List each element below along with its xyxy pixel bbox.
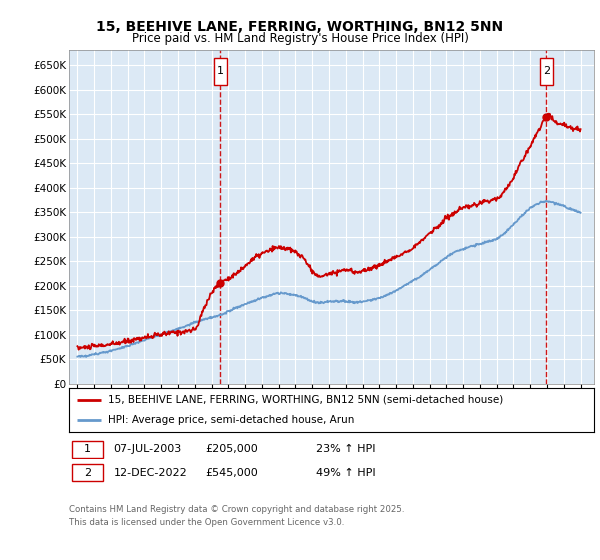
Text: 23% ↑ HPI: 23% ↑ HPI	[316, 444, 375, 454]
Text: £545,000: £545,000	[205, 468, 258, 478]
Text: 12-DEC-2022: 12-DEC-2022	[113, 468, 187, 478]
Bar	[71, 464, 103, 481]
Text: Price paid vs. HM Land Registry's House Price Index (HPI): Price paid vs. HM Land Registry's House …	[131, 32, 469, 45]
Text: 15, BEEHIVE LANE, FERRING, WORTHING, BN12 5NN (semi-detached house): 15, BEEHIVE LANE, FERRING, WORTHING, BN1…	[109, 395, 503, 405]
Text: £205,000: £205,000	[205, 444, 258, 454]
Text: 07-JUL-2003: 07-JUL-2003	[113, 444, 182, 454]
Text: 49% ↑ HPI: 49% ↑ HPI	[316, 468, 376, 478]
Bar	[71, 441, 103, 458]
Text: 15, BEEHIVE LANE, FERRING, WORTHING, BN12 5NN: 15, BEEHIVE LANE, FERRING, WORTHING, BN1…	[97, 20, 503, 34]
Text: 2: 2	[542, 67, 550, 77]
Bar	[540, 58, 553, 85]
Bar	[214, 58, 227, 85]
Text: HPI: Average price, semi-detached house, Arun: HPI: Average price, semi-detached house,…	[109, 415, 355, 425]
Text: 1: 1	[217, 67, 224, 77]
Text: Contains HM Land Registry data © Crown copyright and database right 2025.
This d: Contains HM Land Registry data © Crown c…	[69, 505, 404, 528]
Text: 2: 2	[84, 468, 91, 478]
Text: 1: 1	[84, 444, 91, 454]
